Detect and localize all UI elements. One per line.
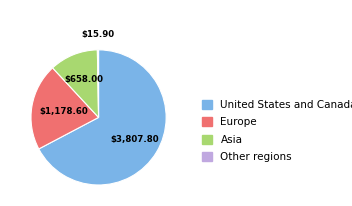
- Wedge shape: [98, 50, 99, 117]
- Legend: United States and Canada, Europe, Asia, Other regions: United States and Canada, Europe, Asia, …: [202, 99, 352, 162]
- Text: $3,807.80: $3,807.80: [110, 135, 159, 144]
- Wedge shape: [39, 50, 166, 185]
- Text: $658.00: $658.00: [64, 75, 103, 84]
- Wedge shape: [52, 50, 99, 117]
- Text: $15.90: $15.90: [81, 30, 114, 40]
- Wedge shape: [31, 68, 99, 149]
- Text: $1,178.60: $1,178.60: [39, 107, 88, 116]
